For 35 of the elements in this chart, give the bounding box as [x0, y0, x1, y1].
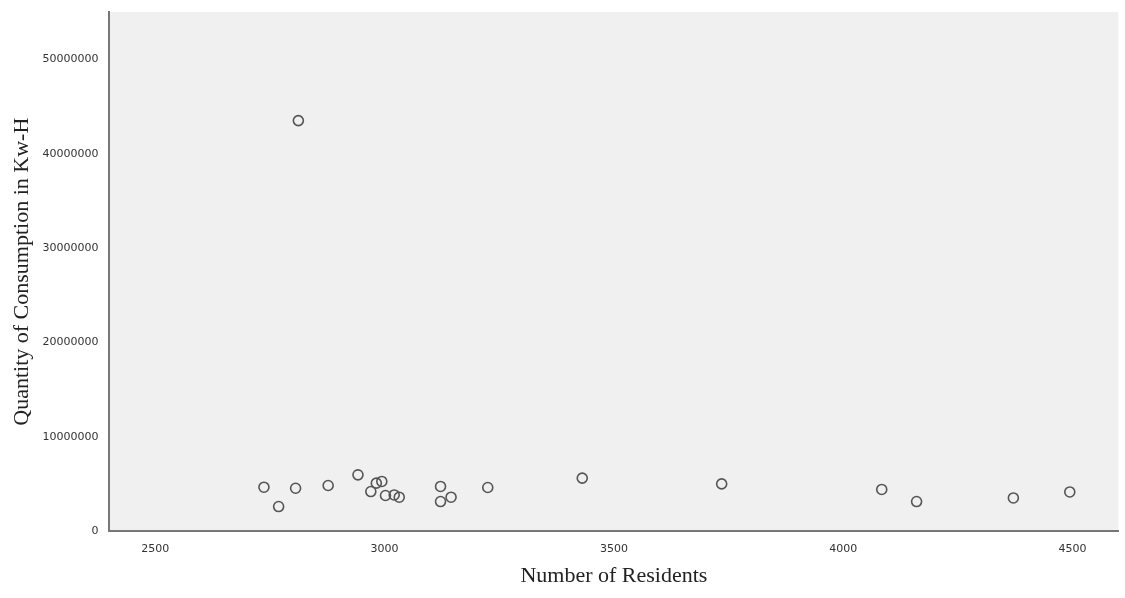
point [481, 481, 494, 494]
y-tick-label: 40000000 [42, 146, 99, 160]
point [379, 489, 392, 502]
y-tick-label: 10000000 [42, 429, 99, 443]
point [715, 478, 728, 490]
point [289, 482, 302, 495]
x-tick-label: 4500 [1058, 541, 1087, 555]
point [1007, 492, 1020, 504]
point [370, 477, 383, 489]
y-axis-title: Quantity of Consumption in Kw-H [7, 117, 33, 426]
point [388, 489, 401, 501]
point [393, 491, 406, 504]
point [576, 472, 589, 484]
x-axis-title: Number of Residents [520, 561, 708, 587]
point [434, 495, 447, 508]
point [910, 495, 923, 508]
point [1063, 486, 1076, 498]
y-tick-label: 0 [91, 524, 99, 538]
y-tick-label: 20000000 [42, 335, 99, 349]
x-tick-label: 4000 [829, 541, 858, 555]
x-tick-label: 2500 [141, 541, 170, 555]
point [445, 491, 457, 504]
point [376, 475, 388, 488]
point [272, 500, 285, 513]
x-tick-label: 3000 [370, 541, 399, 555]
x-tick-label: 3500 [599, 541, 628, 555]
y-tick-label: 30000000 [42, 240, 99, 254]
point [292, 114, 305, 127]
point [434, 480, 447, 493]
point [365, 485, 377, 498]
y-tick-label: 50000000 [42, 52, 99, 66]
point [322, 479, 334, 492]
point [875, 483, 888, 496]
point [258, 481, 270, 493]
point [352, 469, 364, 481]
